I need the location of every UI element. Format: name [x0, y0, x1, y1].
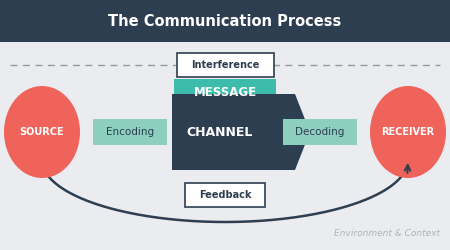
Text: SOURCE: SOURCE — [20, 127, 64, 137]
Ellipse shape — [4, 86, 80, 178]
Text: Environment & Context: Environment & Context — [334, 229, 440, 238]
Text: MESSAGE: MESSAGE — [194, 86, 256, 98]
Bar — [0, 0, 450, 42]
FancyBboxPatch shape — [93, 119, 167, 145]
FancyBboxPatch shape — [283, 119, 357, 145]
Text: RECEIVER: RECEIVER — [382, 127, 435, 137]
Text: The Communication Process: The Communication Process — [108, 14, 342, 28]
Ellipse shape — [370, 86, 446, 178]
Text: Encoding: Encoding — [106, 127, 154, 137]
FancyBboxPatch shape — [176, 53, 274, 77]
FancyBboxPatch shape — [185, 183, 265, 207]
Text: Feedback: Feedback — [199, 190, 251, 200]
FancyBboxPatch shape — [174, 79, 276, 105]
Text: Decoding: Decoding — [295, 127, 345, 137]
Polygon shape — [172, 94, 310, 170]
Text: CHANNEL: CHANNEL — [187, 126, 253, 138]
Text: Interference: Interference — [191, 60, 259, 70]
